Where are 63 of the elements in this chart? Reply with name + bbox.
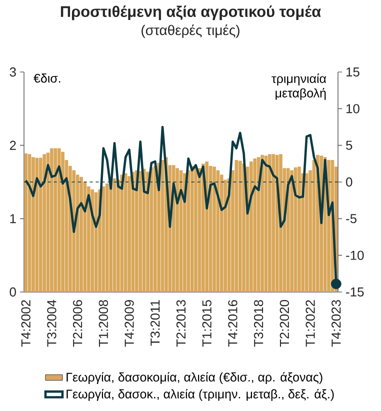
bar — [120, 174, 124, 292]
y2-axis-title: τριμηνιαία μεταβολή — [272, 74, 326, 100]
x-tick-label: T3:2011 — [150, 300, 160, 346]
x-tick-label: T2:2013 — [176, 300, 186, 347]
y2-tick-label: 15 — [346, 67, 360, 77]
bar — [57, 148, 61, 292]
bar — [124, 173, 128, 292]
y-tick-label: 1 — [10, 214, 16, 224]
bar — [268, 154, 272, 292]
bar — [86, 186, 90, 292]
bar — [220, 174, 224, 292]
bar — [80, 176, 83, 292]
y2-tick-label: 0 — [346, 177, 352, 187]
bar — [153, 166, 157, 292]
bar — [272, 154, 276, 292]
bar — [250, 161, 253, 292]
x-tick-label: T4:2009 — [124, 300, 134, 347]
bar — [105, 183, 109, 292]
bar — [304, 173, 308, 292]
bar — [242, 164, 246, 292]
x-tick-label: T1:2022 — [306, 300, 315, 347]
bar — [186, 170, 190, 292]
y-tick-label: 0 — [10, 287, 16, 297]
x-tick-label: T3:2018 — [254, 300, 264, 347]
x-tick-label: T1:2008 — [98, 300, 108, 347]
x-tick-label: T4:2023 — [332, 300, 341, 347]
chart-subtitle: (σταθερές τιμές) — [142, 24, 240, 38]
bar — [38, 158, 42, 292]
bar — [212, 166, 216, 292]
legend-label: Γεωργία, δασοκομία, αλιεία (€δισ., αρ. άξονας) — [66, 372, 322, 384]
bar — [238, 160, 242, 292]
bar — [61, 152, 64, 292]
y2-tick-label: 5 — [346, 140, 352, 150]
bar — [194, 166, 198, 292]
bar — [234, 160, 238, 292]
chart-title: Προστιθέμενη αξία αγροτικού τομέα — [60, 6, 321, 20]
bar — [54, 148, 58, 292]
bar — [176, 168, 179, 292]
bar — [50, 148, 54, 292]
y-tick-label: 3 — [10, 67, 16, 77]
bar — [260, 154, 264, 292]
x-tick-label: T1:2015 — [202, 300, 212, 347]
bar — [102, 186, 106, 292]
bar — [146, 172, 150, 292]
x-tick-label: T2:2020 — [280, 300, 290, 347]
x-tick-label: T4:2016 — [228, 300, 238, 347]
y2-tick-label: -5 — [346, 214, 356, 224]
y2-tick-label: -15 — [346, 287, 364, 297]
bar — [253, 158, 257, 292]
x-tick-label: T2:2006 — [72, 300, 82, 347]
y-axis-title: €δισ. — [34, 74, 60, 83]
bar — [24, 153, 28, 292]
x-tick-label: T4:2002 — [21, 300, 30, 347]
y-tick-label: 2 — [10, 140, 16, 150]
bar — [290, 170, 294, 292]
bar — [42, 154, 46, 292]
bar — [32, 157, 35, 292]
bar — [298, 166, 301, 292]
legend-label: Γεωργία, δασοκ., αλιεία (τριμην. μεταβ., δεξ. άξ.) — [66, 388, 334, 401]
y2-tick-label: 10 — [346, 104, 360, 114]
bar — [138, 171, 142, 292]
x-tick-label: T3:2004 — [47, 300, 56, 347]
y2-tick-label: -10 — [346, 250, 364, 260]
